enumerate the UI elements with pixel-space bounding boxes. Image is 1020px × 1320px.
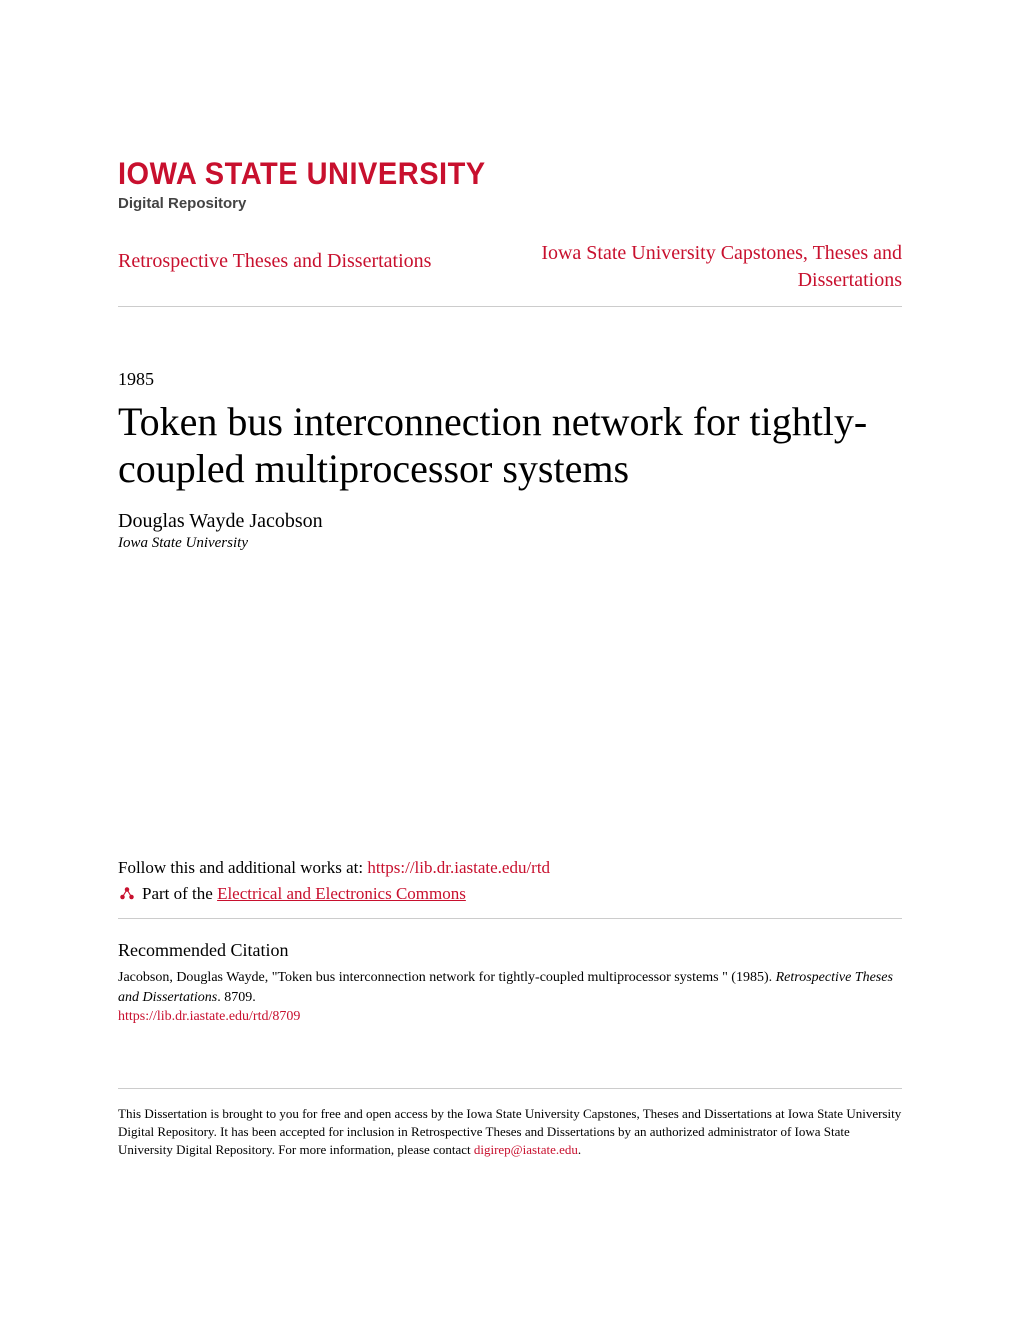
citation-section: Recommended Citation Jacobson, Douglas W… bbox=[118, 940, 902, 1025]
citation-heading: Recommended Citation bbox=[118, 940, 902, 961]
repository-name: Digital Repository bbox=[118, 195, 902, 212]
divider bbox=[118, 918, 902, 919]
collection-left-link[interactable]: Retrospective Theses and Dissertations bbox=[118, 240, 431, 273]
institution-name: IOWA STATE UNIVERSITY bbox=[118, 157, 902, 193]
footer-section: This Dissertation is brought to you for … bbox=[118, 1088, 902, 1160]
author-name: Douglas Wayde Jacobson bbox=[118, 510, 902, 533]
footer-email-link[interactable]: digirep@iastate.edu bbox=[474, 1142, 578, 1157]
publication-year: 1985 bbox=[118, 369, 902, 390]
citation-url-link[interactable]: https://lib.dr.iastate.edu/rtd/8709 bbox=[118, 1009, 902, 1025]
document-title: Token bus interconnection network for ti… bbox=[118, 398, 902, 492]
follow-section: Follow this and additional works at: htt… bbox=[118, 858, 902, 919]
partof-line: Part of the Electrical and Electronics C… bbox=[118, 884, 902, 918]
author-affiliation: Iowa State University bbox=[118, 535, 902, 552]
footer-text: This Dissertation is brought to you for … bbox=[118, 1105, 902, 1160]
citation-body: Jacobson, Douglas Wayde, "Token bus inte… bbox=[118, 968, 902, 1007]
citation-text-2: . 8709. bbox=[217, 990, 256, 1005]
follow-line: Follow this and additional works at: htt… bbox=[118, 858, 902, 878]
collection-right-link[interactable]: Iowa State University Capstones, Theses … bbox=[532, 240, 902, 294]
footer-period: . bbox=[578, 1142, 581, 1157]
follow-url-link[interactable]: https://lib.dr.iastate.edu/rtd bbox=[367, 858, 550, 877]
follow-prefix: Follow this and additional works at: bbox=[118, 858, 367, 877]
collection-bar: Retrospective Theses and Dissertations I… bbox=[118, 240, 902, 307]
citation-text-1: Jacobson, Douglas Wayde, "Token bus inte… bbox=[118, 970, 776, 985]
partof-link[interactable]: Electrical and Electronics Commons bbox=[217, 884, 466, 903]
institution-header: IOWA STATE UNIVERSITY Digital Repository bbox=[118, 160, 902, 212]
network-icon bbox=[118, 885, 136, 903]
partof-prefix: Part of the bbox=[142, 884, 217, 903]
